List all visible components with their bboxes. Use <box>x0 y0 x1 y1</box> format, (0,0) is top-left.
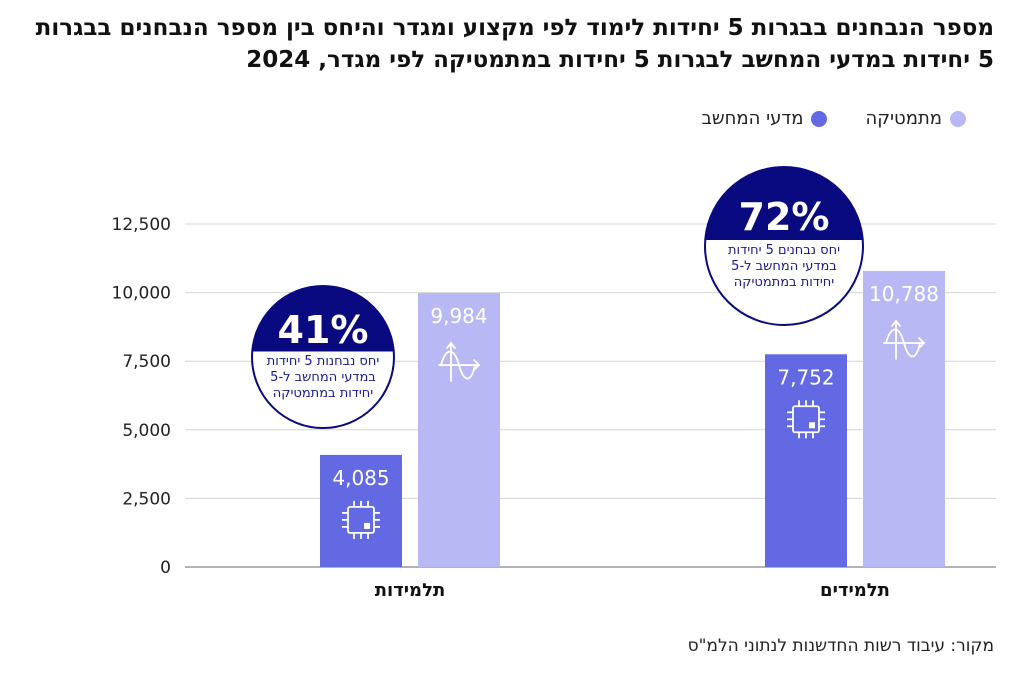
x-category-label: תלמידים <box>820 580 890 601</box>
y-tick-label: 12,500 <box>112 215 171 235</box>
ratio-note-line: יחס נבחנים 5 יחידות <box>728 243 840 258</box>
ratio-note-line: יחידות במתמטיקה <box>273 386 373 401</box>
ratio-note-line: במדעי המחשב ל-5 <box>270 370 376 385</box>
legend-swatch-computer-science <box>811 110 828 127</box>
legend-swatch-math <box>950 110 966 127</box>
ratio-percent: 72% <box>739 195 830 239</box>
source-note: מקור: עיבוד רשות החדשנות לנתוני הלמ"ס <box>687 636 994 656</box>
sine-wave-icon <box>438 341 481 382</box>
y-tick-label: 5,000 <box>122 421 171 441</box>
ratio-note-line: במדעי המחשב ל-5 <box>731 259 837 274</box>
ratio-note-line: יחידות במתמטיקה <box>734 275 834 290</box>
legend: מתמטיקה מדעי המחשב <box>702 108 966 129</box>
data-label: 9,984 <box>430 304 487 328</box>
ratio-badge-fill <box>252 286 394 352</box>
bar-math <box>418 293 500 567</box>
legend-label-computer-science: מדעי המחשב <box>701 108 804 129</box>
sine-wave-icon <box>883 319 926 360</box>
data-label: 10,788 <box>869 282 939 306</box>
x-category-label: תלמידות <box>375 580 446 601</box>
chip-icon <box>787 400 825 439</box>
legend-label-math: מתמטיקה <box>865 108 942 129</box>
y-tick-label: 2,500 <box>122 489 171 509</box>
y-tick-label: 7,500 <box>122 352 171 372</box>
bar-computer-science <box>320 454 402 567</box>
ratio-percent: 41% <box>278 308 369 352</box>
y-tick-label: 0 <box>160 558 171 578</box>
data-label: 4,085 <box>332 466 389 490</box>
legend-item-math: מתמטיקה <box>865 108 966 129</box>
data-label: 7,752 <box>777 365 834 389</box>
y-tick-label: 10,000 <box>112 284 171 304</box>
bar-math <box>863 270 945 567</box>
chart-title: מספר הנבחנים בבגרות 5 יחידות לימוד לפי מ… <box>35 15 994 73</box>
ratio-badge-fill <box>705 167 863 241</box>
bar-computer-science <box>765 354 847 567</box>
chip-icon <box>342 500 380 539</box>
legend-item-computer-science: מדעי המחשב <box>702 108 828 129</box>
ratio-note-line: יחס נבחנות 5 יחידות <box>267 354 380 369</box>
